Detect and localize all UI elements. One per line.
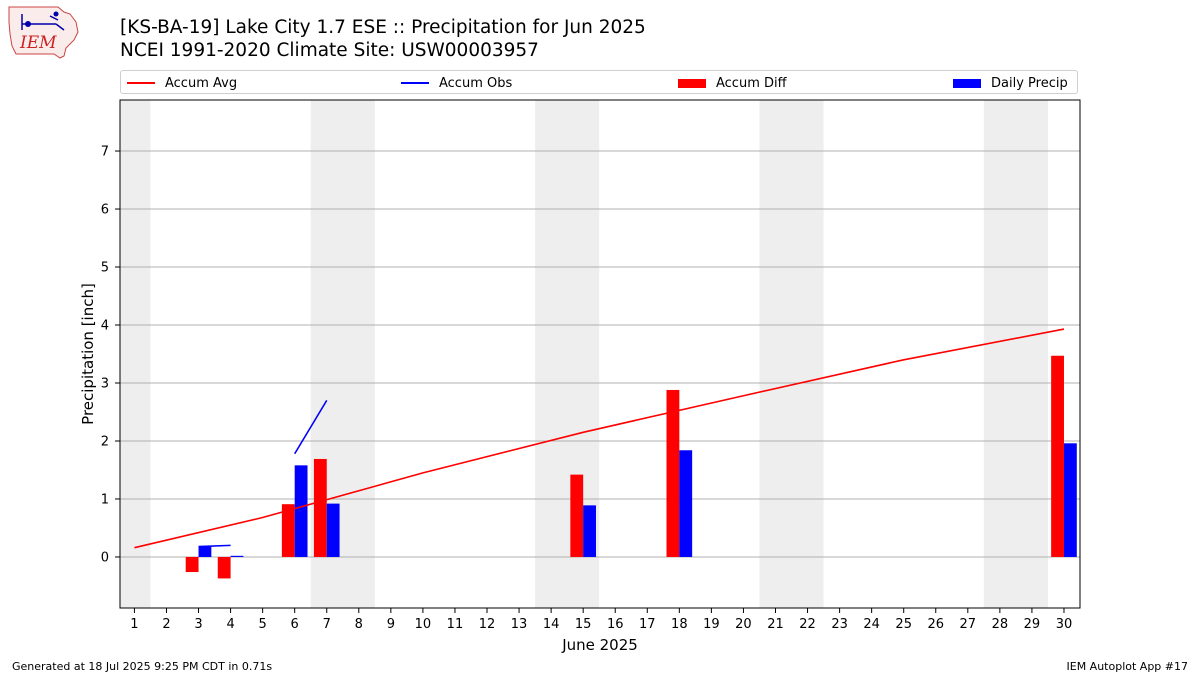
x-tick-label: 18 xyxy=(671,617,688,632)
accum-diff-bar xyxy=(313,458,327,557)
daily-precip-bar xyxy=(679,450,693,557)
weekend-band xyxy=(120,100,151,608)
accum-diff-bar xyxy=(185,556,199,573)
accum-avg-line xyxy=(134,328,1065,549)
chart-subtitle: NCEI 1991-2020 Climate Site: USW00003957 xyxy=(120,40,539,61)
y-tick-label: 1 xyxy=(101,492,109,507)
legend-item-daily-precip: Daily Precip xyxy=(953,74,1068,92)
iem-logo: IEM xyxy=(8,6,79,59)
x-tick-label: 23 xyxy=(831,617,848,632)
x-tick-label: 2 xyxy=(162,617,170,632)
x-tick-label: 28 xyxy=(992,617,1009,632)
x-tick-label: 30 xyxy=(1056,617,1073,632)
x-tick-label: 26 xyxy=(927,617,944,632)
x-axis-label: June 2025 xyxy=(561,636,638,654)
x-tick-label: 11 xyxy=(447,617,464,632)
x-tick-label: 20 xyxy=(735,617,752,632)
x-tick-label: 27 xyxy=(960,617,977,632)
y-tick-label: 4 xyxy=(101,319,109,334)
footer-app: IEM Autoplot App #17 xyxy=(1066,660,1189,673)
legend-item-accum-diff: Accum Diff xyxy=(678,74,787,92)
x-tick-label: 13 xyxy=(511,617,528,632)
y-tick-label: 6 xyxy=(101,203,109,218)
weekend-band xyxy=(759,100,824,608)
plot-frame xyxy=(119,99,1081,609)
legend-swatch xyxy=(953,78,981,88)
weekend-band xyxy=(983,100,1048,608)
accum-obs-line xyxy=(294,399,328,455)
x-tick-label: 8 xyxy=(355,617,363,632)
accum-diff-bar xyxy=(570,474,584,557)
accum-diff-bar xyxy=(217,556,231,579)
legend-swatch xyxy=(401,82,429,84)
footer-generated: Generated at 18 Jul 2025 9:25 PM CDT in … xyxy=(12,660,273,673)
x-tick-label: 14 xyxy=(543,617,560,632)
x-tick-label: 21 xyxy=(767,617,784,632)
legend: Accum Avg Accum Obs Accum Diff Daily Pre… xyxy=(120,70,1078,94)
legend-label: Daily Precip xyxy=(991,75,1068,91)
x-tick-label: 19 xyxy=(703,617,720,632)
x-tick-label: 25 xyxy=(895,617,912,632)
legend-item-accum-obs: Accum Obs xyxy=(401,74,512,92)
x-tick-label: 7 xyxy=(323,617,331,632)
x-tick-label: 5 xyxy=(258,617,266,632)
x-tick-label: 1 xyxy=(130,617,138,632)
legend-item-accum-avg: Accum Avg xyxy=(127,74,237,92)
y-tick-label: 0 xyxy=(101,550,109,565)
legend-swatch xyxy=(127,82,155,84)
x-tick-label: 16 xyxy=(607,617,624,632)
x-tick-label: 24 xyxy=(863,617,880,632)
x-tick-label: 12 xyxy=(479,617,496,632)
y-tick-label: 7 xyxy=(101,145,109,160)
accum-diff-bar xyxy=(666,389,680,557)
daily-precip-bar xyxy=(198,546,212,557)
x-tick-label: 6 xyxy=(291,617,299,632)
x-tick-label: 9 xyxy=(387,617,395,632)
accum-diff-bar xyxy=(1051,355,1064,557)
x-tick-label: 17 xyxy=(639,617,656,632)
daily-precip-bar xyxy=(230,555,244,557)
y-tick-label: 3 xyxy=(101,376,109,391)
x-tick-label: 22 xyxy=(799,617,816,632)
legend-label: Accum Diff xyxy=(716,75,787,91)
daily-precip-bar xyxy=(583,505,596,557)
x-tick-label: 4 xyxy=(226,617,234,632)
legend-label: Accum Obs xyxy=(439,75,513,91)
daily-precip-bar xyxy=(1063,443,1077,557)
iem-logo-text: IEM xyxy=(19,33,57,53)
y-tick-label: 2 xyxy=(101,434,109,449)
legend-swatch xyxy=(678,78,706,88)
x-tick-label: 10 xyxy=(415,617,432,632)
accum-obs-line xyxy=(198,544,231,548)
x-tick-label: 29 xyxy=(1024,617,1041,632)
daily-precip-bar xyxy=(326,503,340,557)
daily-precip-bar xyxy=(294,465,308,557)
accum-diff-bar xyxy=(281,504,295,557)
legend-label: Accum Avg xyxy=(165,75,238,91)
y-tick-label: 5 xyxy=(101,261,109,276)
y-axis-label: Precipitation [inch] xyxy=(79,283,97,425)
chart-title: [KS-BA-19] Lake City 1.7 ESE :: Precipit… xyxy=(120,17,646,38)
x-tick-label: 3 xyxy=(194,617,202,632)
x-tick-label: 15 xyxy=(575,617,592,632)
